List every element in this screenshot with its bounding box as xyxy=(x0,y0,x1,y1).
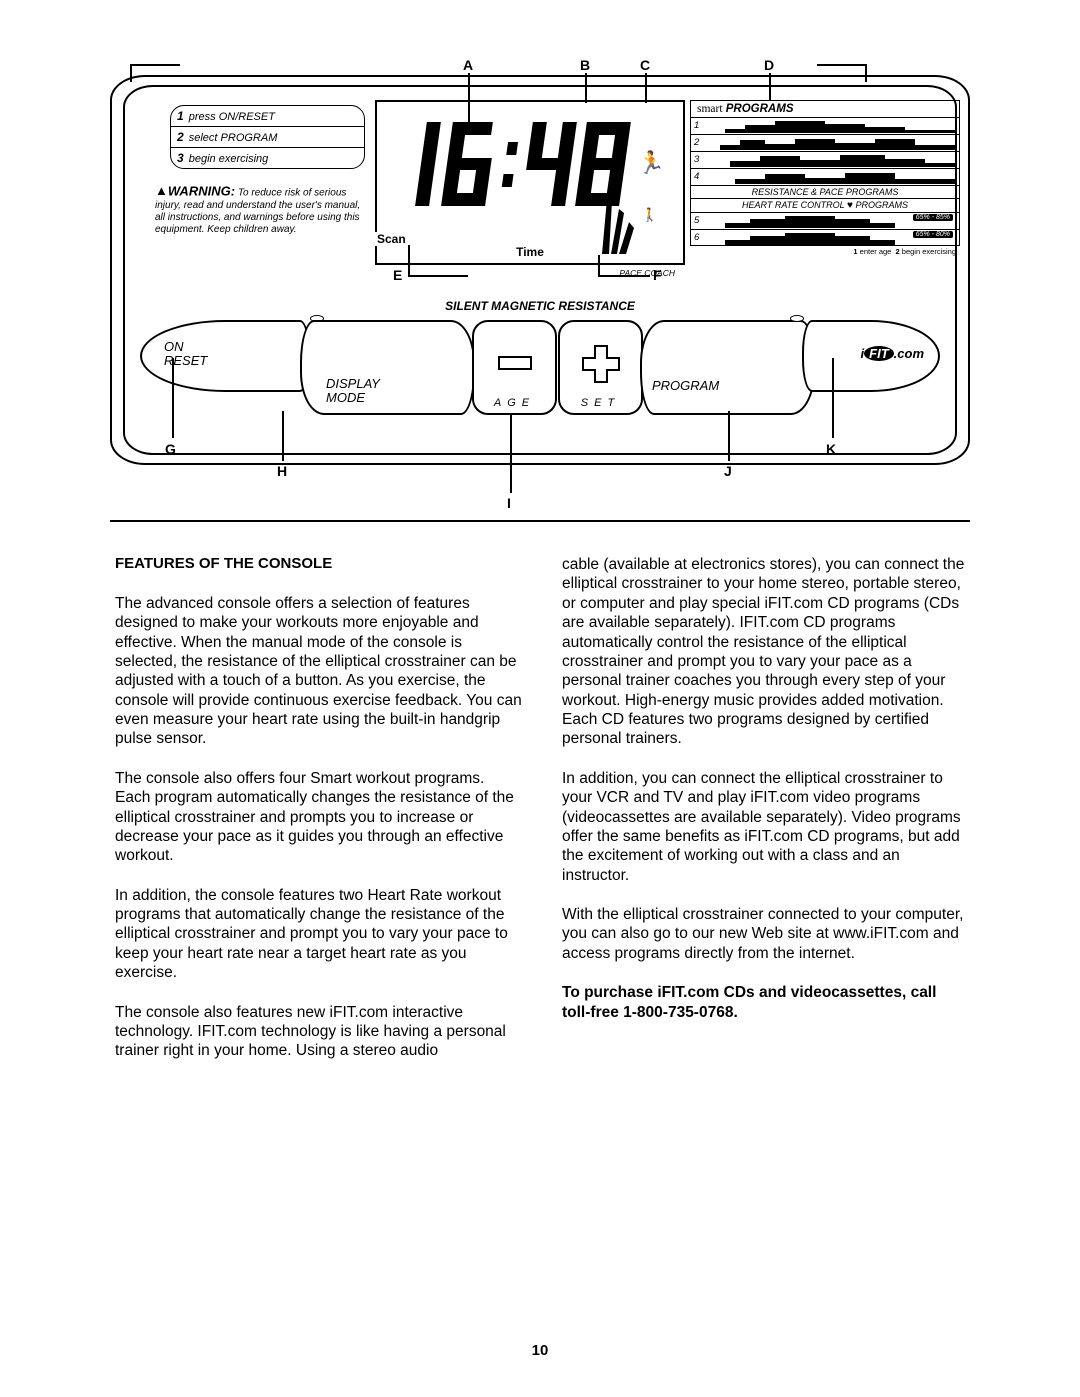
body-para: With the elliptical crosstrainer connect… xyxy=(562,905,969,963)
body-para: The console also features new iFIT.com i… xyxy=(115,1003,522,1061)
line-F xyxy=(598,275,650,277)
callout-J: J xyxy=(724,463,732,479)
silent-magnetic-resistance-label: SILENT MAGNETIC RESISTANCE xyxy=(445,299,635,313)
profile-icon-1 xyxy=(705,119,955,133)
page-number: 10 xyxy=(532,1342,549,1359)
instruction-3: 3 begin exercising xyxy=(171,148,364,168)
program-row-2: 2 xyxy=(690,134,960,151)
profile-icon-4 xyxy=(705,170,955,184)
instruction-1: 1 press ON/RESET xyxy=(171,106,364,127)
callout-E: E xyxy=(393,267,402,283)
minus-button[interactable]: AGE xyxy=(472,320,557,415)
program-row-3: 3 xyxy=(690,151,960,168)
age-label: AGE xyxy=(474,397,555,409)
line-A xyxy=(468,73,470,127)
walker-icon: 🚶 xyxy=(642,207,658,223)
body-para: cable (available at electronics stores),… xyxy=(562,555,969,749)
line-J xyxy=(728,411,730,461)
body-column-right: cable (available at electronics stores),… xyxy=(562,555,969,1081)
program-button[interactable]: PROGRAM xyxy=(640,320,815,415)
plus-icon xyxy=(581,344,621,389)
body-para: The console also offers four Smart worko… xyxy=(115,769,522,866)
line-E2 xyxy=(408,245,410,275)
callout-A: A xyxy=(463,57,473,73)
display-mode-label: DISPLAY MODE xyxy=(326,377,380,406)
on-reset-label: ON RESET xyxy=(164,340,207,369)
callout-D: D xyxy=(764,57,774,73)
line-corner-r2 xyxy=(865,64,867,82)
callout-B: B xyxy=(580,57,590,73)
body-para: The advanced console offers a selection … xyxy=(115,594,522,749)
callout-I: I xyxy=(507,495,511,511)
body-para: In addition, you can connect the ellipti… xyxy=(562,769,969,885)
line-F2 xyxy=(598,255,600,275)
profile-icon-2 xyxy=(705,136,955,150)
line-C xyxy=(645,73,647,103)
profile-icon-3 xyxy=(705,153,955,167)
programs-footer: 1 enter age 2 begin exercising xyxy=(690,246,960,256)
line-H xyxy=(282,411,284,461)
line-K xyxy=(832,358,834,438)
program-row-6: 6 65% - 80% xyxy=(690,229,960,246)
line-G xyxy=(172,358,174,438)
heart-rate-control-label: HEART RATE CONTROL ♥ PROGRAMS xyxy=(690,198,960,212)
program-row-4: 4 xyxy=(690,168,960,185)
resistance-pace-label: RESISTANCE & PACE PROGRAMS xyxy=(690,185,960,198)
body-para: In addition, the console features two He… xyxy=(115,886,522,983)
minus-icon xyxy=(498,356,532,370)
horizontal-rule xyxy=(110,520,970,522)
ifit-button[interactable]: iFIT.com xyxy=(802,320,940,392)
line-corner-l2 xyxy=(130,64,132,82)
heart-icon: ♥ xyxy=(847,200,853,211)
on-reset-button[interactable]: ON RESET xyxy=(140,320,310,392)
program-label: PROGRAM xyxy=(652,378,719,393)
instruction-2: 2 select PROGRAM xyxy=(171,127,364,148)
runner-icon: 🏃 xyxy=(638,150,665,176)
lcd-pace-label: PACE COACH xyxy=(619,268,675,278)
line-corner-l xyxy=(130,64,180,66)
lcd-display: 🏃 🚶 Scan Time PACE COACH xyxy=(375,100,685,265)
program-row-1: 1 xyxy=(690,117,960,134)
purchase-info: To purchase iFIT.com CDs and videocasset… xyxy=(562,983,969,1022)
line-B xyxy=(585,73,587,103)
set-label: SET xyxy=(560,397,641,409)
body-column-left: FEATURES OF THE CONSOLE The advanced con… xyxy=(115,555,522,1081)
line-I xyxy=(510,415,512,493)
button-row: ON RESET DISPLAY MODE AGE SET PROGRAM xyxy=(140,315,940,425)
console-diagram: A B C D 1 press ON/RESET 2 select PROGRA… xyxy=(110,55,970,515)
body-text: FEATURES OF THE CONSOLE The advanced con… xyxy=(115,555,970,1081)
section-heading: FEATURES OF THE CONSOLE xyxy=(115,555,522,574)
sensor-right-icon xyxy=(790,315,804,322)
line-D xyxy=(769,73,771,101)
smart-programs-title: smart PROGRAMS xyxy=(690,100,960,117)
ifit-logo: iFIT.com xyxy=(861,346,924,361)
pace-fan-icon xyxy=(597,194,635,252)
program-row-5: 5 65% - 85% xyxy=(690,212,960,229)
lcd-time-label: Time xyxy=(516,245,544,259)
instructions-box: 1 press ON/RESET 2 select PROGRAM 3 begi… xyxy=(170,105,365,169)
warning-text: ▲WARNING: To reduce risk of serious inju… xyxy=(155,183,370,236)
lcd-scan-label: Scan xyxy=(374,232,424,246)
callout-H: H xyxy=(277,463,287,479)
plus-button[interactable]: SET xyxy=(558,320,643,415)
line-E xyxy=(408,275,468,277)
callout-C: C xyxy=(640,57,650,73)
callout-G: G xyxy=(165,441,176,457)
warning-icon: ▲ xyxy=(155,183,168,199)
callout-K: K xyxy=(826,441,836,457)
callout-F: F xyxy=(653,267,662,283)
line-corner-r xyxy=(817,64,867,66)
display-mode-button[interactable]: DISPLAY MODE xyxy=(300,320,475,415)
programs-panel: smart PROGRAMS 1 2 3 4 RESISTANCE & PACE… xyxy=(690,100,960,280)
